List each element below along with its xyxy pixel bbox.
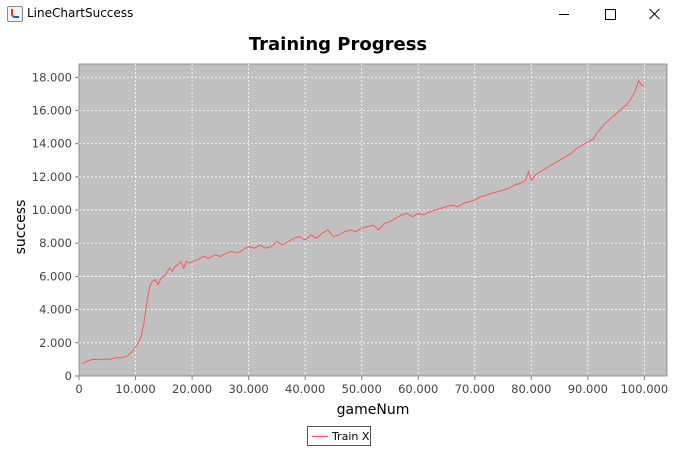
x-axis: 0 10.000 20.000 30.000 40.000 50.000 60.000 70.…	[75, 376, 668, 396]
x-tick-label: 80.000	[511, 382, 551, 396]
java-cup-icon	[7, 6, 23, 22]
x-tick-label: 50.000	[342, 382, 382, 396]
chart-title: Training Progress	[249, 34, 427, 55]
y-tick-label: 0	[65, 369, 72, 383]
y-tick-label: 6.000	[39, 269, 72, 283]
grid-lines	[79, 64, 667, 376]
y-tick-label: 2.000	[39, 336, 72, 350]
x-tick-label: 70.000	[455, 382, 495, 396]
legend: Train X	[307, 426, 371, 446]
y-tick-label: 4.000	[39, 303, 72, 317]
legend-label: Train X	[332, 429, 370, 443]
close-button[interactable]	[632, 0, 678, 28]
x-tick-label: 40.000	[285, 382, 325, 396]
x-tick-label: 30.000	[228, 382, 268, 396]
x-tick-label: 90.000	[568, 382, 608, 396]
series-line-train-x	[81, 79, 645, 365]
x-tick-label: 60.000	[398, 382, 438, 396]
maximize-button[interactable]	[587, 0, 633, 28]
minimize-icon	[559, 13, 569, 15]
window-title: LineChartSuccess	[27, 6, 134, 20]
legend-swatch	[312, 435, 328, 437]
window-title-bar: LineChartSuccess	[0, 0, 678, 28]
x-tick-label: 0	[75, 382, 82, 396]
y-axis-label: success	[13, 200, 29, 255]
maximize-icon	[604, 8, 616, 20]
y-tick-label: 14.000	[32, 137, 72, 151]
plot-area	[78, 63, 668, 377]
close-icon	[649, 8, 661, 20]
y-tick-label: 16.000	[32, 103, 72, 117]
y-tick-label: 12.000	[32, 170, 72, 184]
y-tick-label: 8.000	[39, 236, 72, 250]
minimize-button[interactable]	[541, 0, 587, 28]
y-tick-label: 18.000	[32, 70, 72, 84]
y-tick-label: 10.000	[32, 203, 72, 217]
x-tick-label: 100.000	[621, 382, 669, 396]
line-chart: Training Progress 0 2.000 4.000 6.000 8.000 1…	[13, 34, 668, 418]
x-tick-label: 10.000	[115, 382, 155, 396]
x-axis-label: gameNum	[337, 402, 410, 418]
x-tick-label: 20.000	[172, 382, 212, 396]
y-axis: 0 2.000 4.000 6.000 8.000 10.000 12.000 14.000 1…	[32, 70, 79, 383]
